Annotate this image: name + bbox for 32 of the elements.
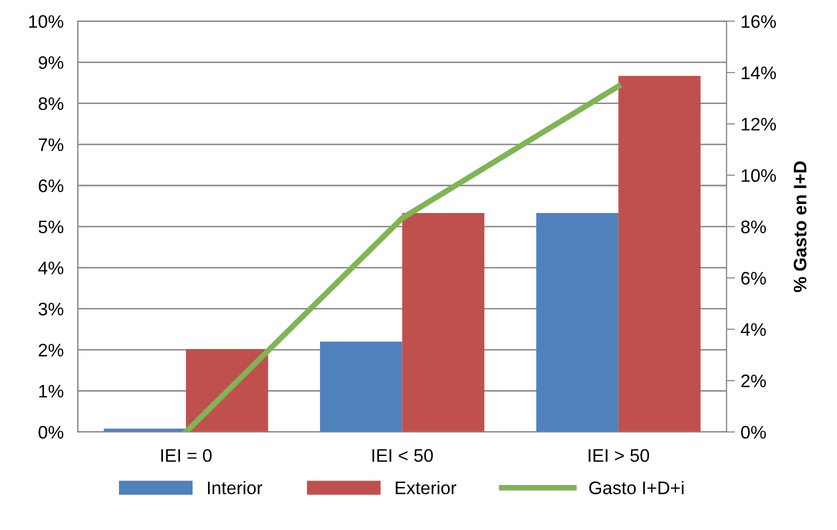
y-tick-label: 6% — [38, 179, 64, 192]
y-tick-label: 1% — [39, 384, 64, 398]
y2-tick-label: 4% — [740, 323, 766, 336]
y2-tick-label: 14% — [742, 66, 776, 80]
y-tick-label: 9% — [38, 56, 64, 69]
bar — [536, 213, 618, 432]
x-tick-label: IEI = 0 — [161, 449, 212, 462]
y2-tick-label: 0% — [741, 426, 766, 439]
y-tick-label: 5% — [38, 220, 64, 234]
legend-label: Interior — [208, 481, 262, 494]
bar — [320, 342, 402, 432]
y2-tick-label: 6% — [741, 272, 766, 285]
y2-tick-label: 2% — [741, 374, 766, 388]
y2-axis-title: % Gasto en I+D — [794, 161, 806, 292]
y-tick-label: 10% — [29, 15, 64, 28]
legend-label: Exterior — [396, 481, 456, 494]
y-tick-label: 0% — [38, 426, 64, 439]
y2-tick-label: 12% — [742, 118, 776, 131]
y-tick-label: 3% — [38, 302, 64, 316]
y-tick-label: 7% — [38, 138, 64, 152]
bar — [402, 213, 484, 432]
x-tick-label: IEI < 50 — [372, 449, 433, 462]
y2-tick-label: 10% — [742, 169, 776, 182]
y-tick-label: 8% — [38, 97, 64, 110]
bar — [186, 348, 268, 432]
y2-tick-label: 8% — [741, 220, 766, 234]
bar — [618, 76, 701, 432]
legend-label: Gasto I+D+i — [589, 481, 684, 494]
x-tick-label: IEI > 50 — [588, 449, 650, 462]
y2-tick-label: 16% — [742, 15, 776, 28]
y-tick-label: 2% — [38, 344, 64, 356]
y-tick-label: 4% — [38, 262, 64, 274]
